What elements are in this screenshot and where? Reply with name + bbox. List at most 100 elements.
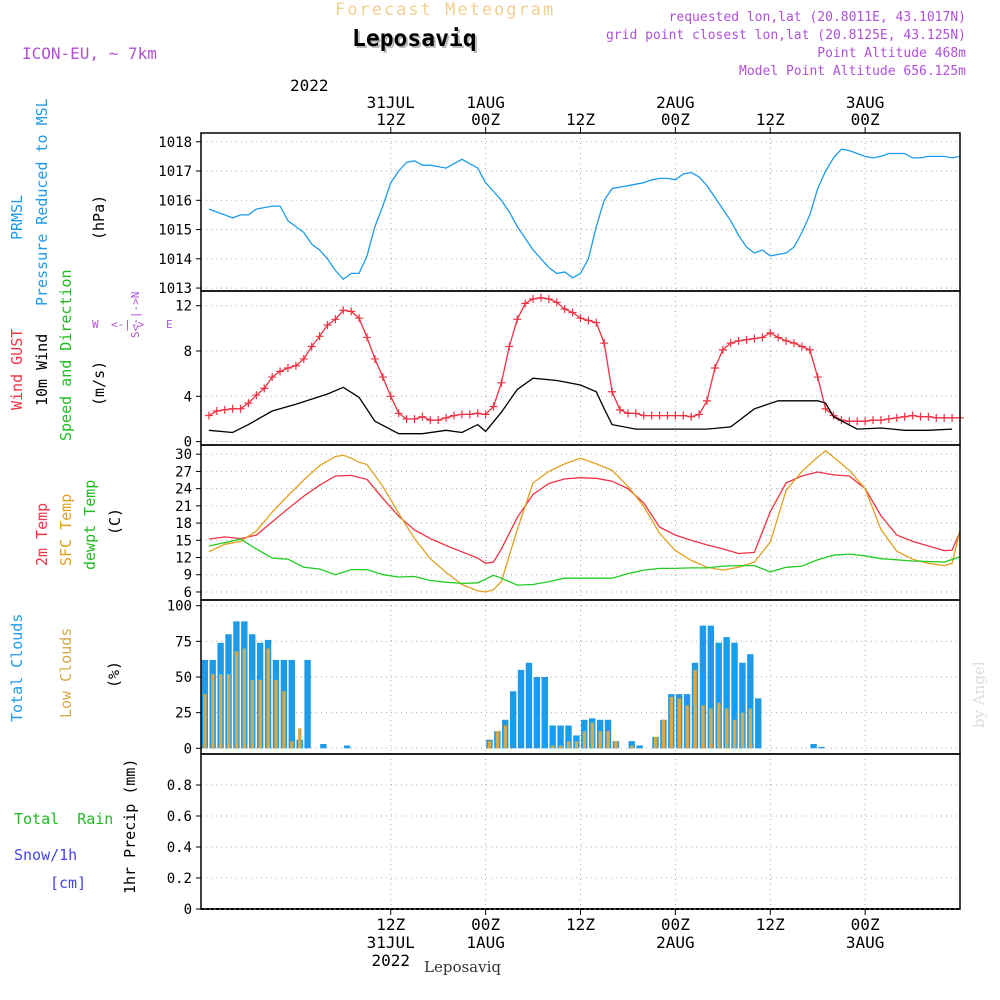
temp-ytick-label: 21 (175, 499, 192, 515)
total-clouds-bar (517, 669, 525, 749)
low-clouds-bar (606, 731, 610, 749)
total-clouds-bar (715, 642, 722, 749)
gust-point (623, 409, 632, 418)
precip-ytick-label: 0.2 (167, 871, 192, 887)
clouds-ytick-label: 25 (175, 706, 192, 722)
gust-point (536, 293, 545, 302)
pressure-unit: (hPa) (90, 194, 108, 240)
location-title: Leposaviq (352, 26, 477, 52)
gust-point (908, 411, 917, 420)
gust-point (339, 306, 348, 315)
gust-point (323, 320, 332, 329)
gust-point (932, 413, 941, 422)
total-clouds-bar (731, 642, 738, 749)
total-clouds-bar (320, 744, 327, 749)
gust-point (639, 411, 648, 420)
precip-total-label: Total Rain (14, 810, 113, 828)
low-clouds-bar (226, 674, 231, 749)
total-clouds-bar (541, 677, 548, 749)
temp-sfc-label: SFC Temp (57, 493, 75, 566)
gust-point (370, 354, 379, 363)
meteogram-title: Forecast Meteogram (335, 0, 556, 20)
top-time-tick-label: 3AUG 00Z (845, 93, 885, 129)
low-clouds-bar (503, 725, 508, 749)
total-clouds-bar (628, 741, 635, 749)
total-clouds-bar (557, 725, 564, 749)
wind-ytick-label: 0 (184, 435, 192, 451)
pressure-label-msl: Pressure Reduced to MSL (33, 98, 51, 306)
low-clouds-bar (701, 705, 705, 749)
low-clouds-bar (298, 728, 302, 749)
gust-point (679, 411, 688, 420)
low-clouds-bar (630, 745, 634, 749)
temp-ytick-label: 15 (175, 533, 192, 549)
total-clouds-bar (810, 744, 817, 749)
gust-point (394, 409, 403, 418)
gust-point (900, 412, 909, 421)
gust-point (750, 334, 759, 343)
top-time-tick-label: 12Z (755, 110, 785, 129)
gust-point (521, 299, 530, 308)
gust-point (244, 399, 253, 408)
low-clouds-bar (614, 741, 618, 749)
total-clouds-bar (818, 746, 825, 749)
low-clouds-bar (590, 722, 595, 749)
low-clouds-bar (661, 719, 666, 749)
precip-ytick-label: 0.8 (167, 778, 192, 794)
bottom-time-tick-label: 12Z 31JUL 2022 (366, 915, 415, 970)
gust-point (418, 412, 427, 421)
low-clouds-bar (566, 741, 571, 749)
gust-point (260, 384, 269, 393)
gust-point (853, 417, 862, 426)
low-clouds-bar (266, 648, 270, 749)
gust-point (299, 354, 308, 363)
sfc-temp-series-line (208, 449, 961, 593)
total-clouds-bar (533, 677, 541, 749)
model-altitude: Model Point Altitude 656.125m (739, 64, 966, 79)
pressure-ytick-label: 1017 (158, 164, 192, 180)
total-clouds-bar (636, 745, 643, 749)
temp-ytick-label: 12 (175, 551, 192, 567)
tick-layer: 1013101410151016101710180481269121518212… (158, 127, 866, 918)
gust-point (884, 414, 893, 423)
top-time-tick-label: 12Z (566, 110, 595, 129)
compass-south-text: S (129, 331, 142, 338)
point-altitude: Point Altitude 468m (817, 46, 966, 61)
compass-ns-arrow: <-|-> (129, 298, 142, 332)
gust-point (228, 404, 237, 413)
clouds-ytick-label: 0 (184, 741, 192, 757)
total-clouds-bar (288, 659, 295, 749)
top-time-tick-label: 31JUL 12Z (366, 93, 415, 129)
grid-layer (201, 133, 960, 910)
bottom-time-tick-label: 00Z 1AUG (466, 915, 505, 952)
precip-ytick-label: 0.6 (167, 809, 192, 825)
wind-ytick-label: 8 (184, 344, 192, 360)
temp-ytick-label: 9 (184, 568, 192, 584)
bottom-time-tick-label: 12Z (566, 915, 595, 934)
temp-ytick-label: 30 (175, 447, 192, 463)
total-clouds-bar (723, 637, 730, 749)
wind-ytick-label: 4 (184, 389, 192, 405)
low-clouds-bar (282, 691, 286, 749)
total-clouds-bar (739, 662, 746, 749)
series-layer (201, 148, 964, 749)
wind-gust-label: Wind GUST (8, 328, 26, 410)
low-clouds-bar (685, 705, 689, 749)
gust-point (782, 336, 791, 345)
pressure-ytick-label: 1014 (158, 252, 192, 268)
gust-point (410, 414, 419, 423)
low-clouds-bar (495, 731, 500, 749)
total-clouds-bar (755, 698, 762, 749)
total-clouds-label: Total Clouds (8, 613, 26, 722)
precip-cm-label: [cm] (50, 874, 87, 892)
gust-point (600, 339, 609, 348)
gust-point (758, 333, 767, 342)
gust-point (813, 373, 822, 382)
precip-ytick-label: 0 (184, 902, 192, 918)
wind-speed-direction-label: Speed and Direction (57, 269, 75, 441)
low-clouds-bar (258, 679, 262, 749)
gust-point (363, 333, 372, 342)
clouds-ytick-label: 50 (175, 670, 192, 686)
low-clouds-bar (242, 648, 247, 749)
pressure-panel-frame (200, 132, 961, 292)
